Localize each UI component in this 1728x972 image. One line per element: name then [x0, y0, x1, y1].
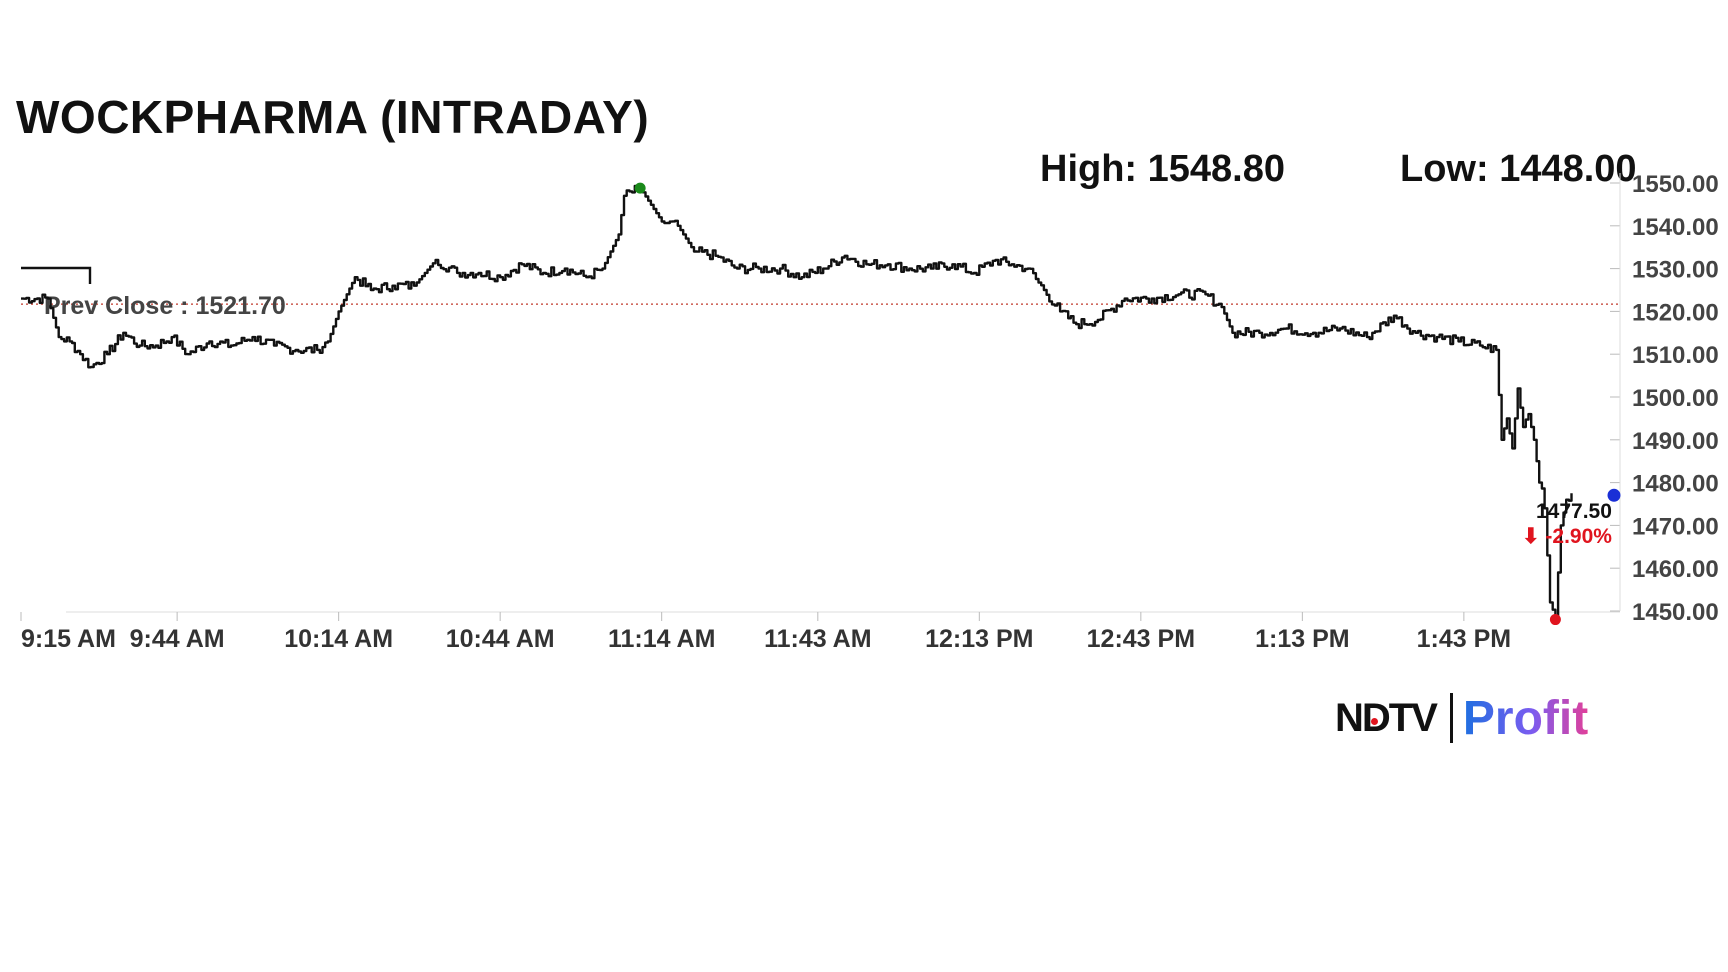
y-tick-label: 1510.00	[1632, 342, 1719, 369]
price-line	[21, 184, 1573, 621]
x-tick-label: 10:44 AM	[446, 625, 555, 653]
last-price-label: 1477.50	[1536, 500, 1612, 523]
high-marker	[634, 182, 646, 194]
chart-title: WOCKPHARMA (INTRADAY)	[16, 91, 650, 143]
x-tick-label: 11:43 AM	[764, 625, 871, 653]
y-tick-label: 1450.00	[1632, 599, 1719, 626]
day-high-label: High: 1548.80	[1040, 148, 1285, 190]
profit-wordmark: Profit	[1462, 691, 1589, 745]
y-tick-label: 1490.00	[1632, 428, 1719, 455]
y-tick-label: 1460.00	[1632, 556, 1719, 583]
prev-close-label: Prev Close : 1521.70	[44, 292, 286, 320]
y-axis: 1450.00 1460.00 1470.00 1480.00 1490.00 1500.…	[1610, 171, 1719, 626]
last-price-marker	[1607, 488, 1621, 502]
day-low-label: Low: 1448.00	[1400, 148, 1637, 190]
ndtv-dot-icon	[1371, 717, 1378, 725]
y-tick-label: 1540.00	[1632, 214, 1719, 241]
x-tick-label: 12:43 PM	[1087, 625, 1195, 653]
ndtv-profit-logo: NDTV Profit	[1335, 690, 1588, 746]
x-tick-label: 10:14 AM	[284, 625, 393, 653]
y-tick-label: 1500.00	[1632, 385, 1719, 412]
x-tick-label: 1:13 PM	[1255, 625, 1349, 653]
y-tick-label: 1520.00	[1632, 299, 1719, 326]
price-series	[21, 184, 1573, 621]
y-tick-label: 1470.00	[1632, 513, 1719, 540]
markers	[634, 182, 1621, 626]
x-tick-label: 1:43 PM	[1417, 625, 1511, 653]
y-tick-label: 1480.00	[1632, 471, 1719, 498]
x-tick-label: 9:44 AM	[130, 625, 225, 653]
low-marker	[1549, 614, 1561, 626]
logo-divider	[1449, 693, 1453, 743]
x-tick-label: 9:15 AM	[21, 625, 116, 653]
x-tick-label: 12:13 PM	[925, 625, 1033, 653]
y-tick-label: 1530.00	[1632, 257, 1719, 284]
x-tick-label: 11:14 AM	[608, 625, 715, 653]
pre-open-segment	[21, 266, 92, 284]
ndtv-wordmark: NDTV	[1335, 695, 1438, 740]
x-axis: 9:15 AM 9:44 AM 10:14 AM 10:44 AM 11:14 AM 11…	[20, 611, 1620, 653]
last-change-label: ⬇ -2.90%	[1522, 525, 1612, 548]
y-tick-label: 1550.00	[1632, 171, 1719, 198]
